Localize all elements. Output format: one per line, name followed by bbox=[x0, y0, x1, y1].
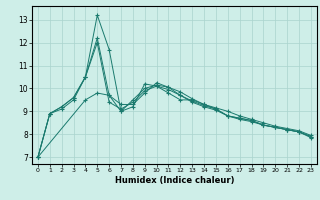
X-axis label: Humidex (Indice chaleur): Humidex (Indice chaleur) bbox=[115, 176, 234, 185]
